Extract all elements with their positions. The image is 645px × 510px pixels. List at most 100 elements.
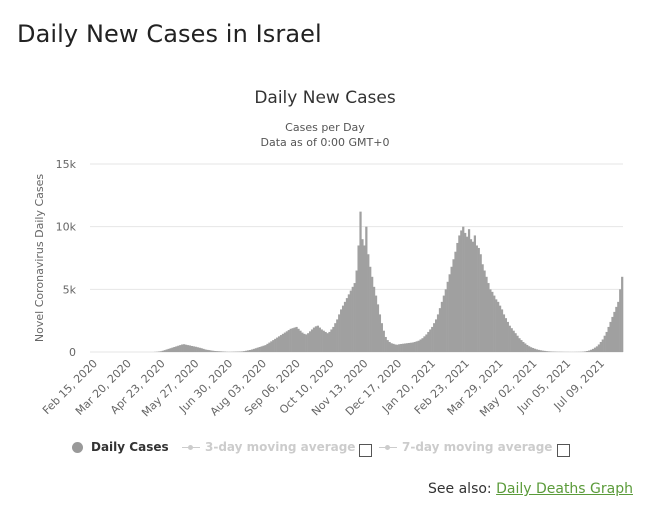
bar [359,211,362,352]
bar [549,351,552,352]
bar [595,346,599,352]
bar [272,340,275,352]
bar [433,323,436,352]
bar [611,316,614,352]
bar [586,351,589,352]
bar [473,235,476,352]
bar [485,276,488,352]
bar [198,347,201,352]
bar [466,236,469,352]
bar [435,319,438,352]
bar [605,331,608,352]
7day-average-checkbox[interactable] [557,444,570,457]
bar [543,350,546,352]
bar [469,239,473,352]
bar [590,349,593,352]
bar [192,346,195,352]
bar [508,325,511,352]
bar [481,264,484,352]
legend-7day-average[interactable]: 7-day moving average [379,440,552,454]
bar [423,336,426,352]
bar [175,346,178,352]
bar [334,323,337,352]
bar [403,343,407,352]
legend-3day-average[interactable]: 3-day moving average [182,440,355,454]
bar [541,350,544,352]
bar [446,281,449,352]
bar [245,350,248,352]
bar [194,346,197,352]
bar [278,336,281,352]
bar [183,344,186,352]
page-title: Daily New Cases in Israel [17,20,322,48]
bar [427,331,430,352]
bar [312,327,316,352]
bar [332,326,335,352]
bar [514,333,517,352]
bar [617,301,620,352]
bar [169,348,172,352]
bar [386,340,389,352]
y-tick-label: 0 [69,346,76,359]
bar [281,333,285,352]
bar [436,314,440,352]
bar [328,331,331,352]
legend-daily-cases[interactable]: Daily Cases [72,440,169,454]
bar [326,333,329,352]
bar [159,351,163,352]
bar [181,344,184,352]
bar [252,348,256,352]
bar [372,286,376,352]
3day-average-checkbox[interactable] [359,444,372,457]
bar [615,306,618,352]
bar [301,332,304,352]
bar [345,298,349,352]
bar [415,341,418,352]
bar [369,266,372,352]
bar [215,351,219,352]
bar [535,349,539,352]
bar [438,308,442,352]
bar [260,346,263,352]
daily-deaths-graph-link[interactable]: Daily Deaths Graph [496,481,633,497]
bar [547,351,550,352]
bar [524,343,527,352]
bar [456,242,459,352]
bar [283,332,287,352]
bar [621,276,624,352]
bar [258,346,261,352]
bar [202,348,205,352]
bar [196,347,199,352]
bar [537,349,540,352]
y-axis-ticks: 0 5k 10k 15k [56,158,77,359]
see-also: See also: Daily Deaths Graph [428,481,633,497]
bar [522,341,525,352]
bar [173,346,176,352]
bar [299,330,302,352]
bar [353,283,356,352]
bar [293,327,296,352]
bar [413,341,416,352]
bar [246,350,250,352]
bar [454,251,457,352]
legend-daily-cases-label: Daily Cases [91,440,169,454]
bar [157,351,161,352]
bar [390,343,393,352]
bar [394,344,397,352]
bar [475,245,478,352]
bar [287,330,290,352]
bar [545,351,548,352]
bar [179,345,182,352]
bar [425,334,428,352]
bar [510,328,513,352]
bar [491,291,494,352]
bar [167,348,170,352]
bar [367,254,370,352]
bar [276,337,279,352]
bar [384,336,387,352]
bar [599,341,602,352]
bar [382,330,385,352]
bar [398,344,401,352]
bar [363,245,366,352]
bar [417,340,420,352]
